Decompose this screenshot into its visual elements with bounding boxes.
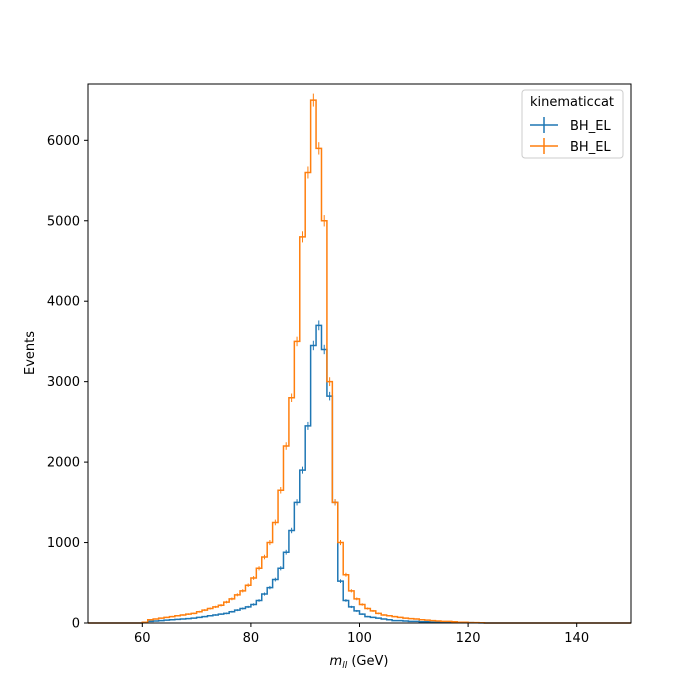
legend: kinematiccat BH_EL BH_EL (521, 89, 624, 159)
legend-entry-0: BH_EL (530, 117, 611, 134)
y-axis-ticks: 0 1000 2000 3000 4000 5000 6000 (47, 134, 88, 632)
x-tick-label-4: 140 (564, 631, 589, 646)
y-axis-label: Events (23, 331, 38, 375)
legend-label-1: BH_EL (570, 140, 611, 155)
y-tick-label-1: 1000 (47, 536, 80, 551)
legend-label-0: BH_EL (570, 119, 611, 134)
x-axis-label: mll (GeV) (330, 654, 389, 671)
y-tick-label-3: 3000 (47, 375, 80, 390)
y-tick-label-5: 5000 (47, 214, 80, 229)
y-tick-label-6: 6000 (47, 134, 80, 149)
legend-title: kinematiccat (530, 95, 614, 110)
y-tick-label-4: 4000 (47, 295, 80, 310)
legend-box (521, 89, 624, 159)
x-tick-label-2: 100 (347, 631, 372, 646)
x-tick-label-1: 80 (243, 631, 260, 646)
x-axis-ticks: 60 80 100 120 140 (134, 623, 589, 646)
y-tick-label-2: 2000 (47, 456, 80, 471)
x-tick-label-3: 120 (456, 631, 481, 646)
legend-entry-1: BH_EL (530, 138, 611, 155)
plot-background (88, 84, 631, 623)
y-tick-label-0: 0 (72, 617, 80, 632)
x-tick-label-0: 60 (134, 631, 151, 646)
